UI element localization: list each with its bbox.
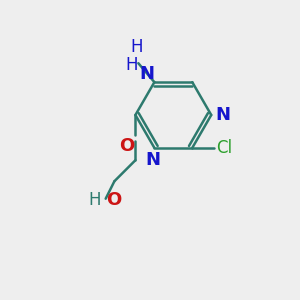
Text: O: O [119,137,134,155]
Text: H: H [125,56,138,74]
Text: H: H [130,38,143,56]
Text: N: N [216,106,231,124]
Text: H: H [88,191,100,209]
Text: Cl: Cl [216,139,232,157]
Text: N: N [146,151,160,169]
Text: N: N [140,65,155,83]
Text: O: O [106,191,121,209]
